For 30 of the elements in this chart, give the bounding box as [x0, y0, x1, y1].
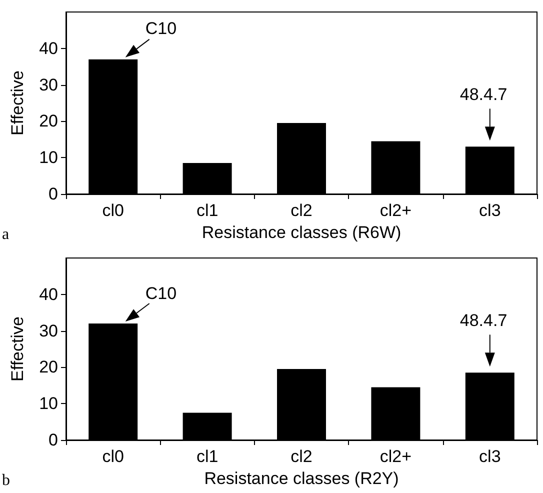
y-tick-label: 30	[39, 321, 58, 340]
x-tick-label: cl2	[290, 447, 312, 466]
y-tick-label: 20	[39, 358, 58, 377]
x-tick-label: cl1	[196, 201, 218, 220]
y-tick-label: 10	[39, 394, 58, 414]
x-tick-label: cl3	[479, 201, 501, 220]
annotation: C10	[145, 19, 177, 40]
y-axis-title: Effective	[8, 70, 27, 136]
x-tick-label: cl0	[102, 447, 124, 466]
y-axis-title: Effective	[8, 316, 27, 382]
x-tick-label: cl2+	[380, 447, 412, 466]
x-tick-label: cl2+	[380, 201, 412, 220]
y-tick-label: 40	[39, 38, 58, 58]
text: b	[2, 472, 10, 490]
x-axis-title: Resistance classes (R2Y)	[204, 469, 399, 488]
y-tick-label: 20	[39, 112, 58, 131]
y-tick-label: 40	[39, 284, 58, 304]
y-tick-label: 10	[39, 148, 58, 168]
annotation: C10	[145, 284, 177, 304]
annotation: 48.4.7	[460, 84, 508, 105]
x-tick-label: cl3	[479, 447, 501, 466]
x-tick-label: cl1	[196, 447, 218, 466]
x-tick-label: cl0	[102, 201, 124, 220]
x-tick-label: cl2	[290, 201, 312, 220]
text: a	[2, 226, 10, 244]
y-tick-label: 30	[39, 75, 58, 94]
x-axis-title: Resistance classes (R6W)	[202, 223, 402, 242]
y-tick-label: 0	[48, 184, 58, 204]
annotation: 48.4.7	[460, 310, 508, 331]
y-tick-label: 0	[48, 430, 58, 450]
